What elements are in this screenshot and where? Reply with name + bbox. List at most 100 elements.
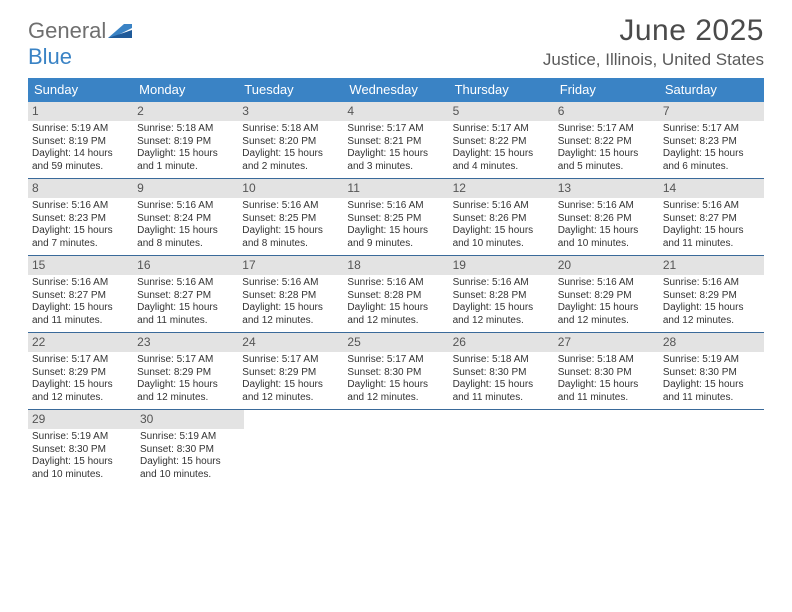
day-cell: 14Sunrise: 5:16 AMSunset: 8:27 PMDayligh… bbox=[659, 179, 764, 255]
day-daylight1: Daylight: 15 hours bbox=[135, 302, 236, 315]
day-cell: 15Sunrise: 5:16 AMSunset: 8:27 PMDayligh… bbox=[28, 256, 133, 332]
day-daylight1: Daylight: 15 hours bbox=[240, 379, 341, 392]
day-cell: 12Sunrise: 5:16 AMSunset: 8:26 PMDayligh… bbox=[449, 179, 554, 255]
day-sunset: Sunset: 8:24 PM bbox=[135, 213, 236, 226]
day-sunset: Sunset: 8:27 PM bbox=[30, 290, 131, 303]
day-cell: 27Sunrise: 5:18 AMSunset: 8:30 PMDayligh… bbox=[554, 333, 659, 409]
week-row: 8Sunrise: 5:16 AMSunset: 8:23 PMDaylight… bbox=[28, 179, 764, 256]
weekday-header: Friday bbox=[554, 78, 659, 102]
day-daylight2: and 11 minutes. bbox=[661, 238, 762, 251]
day-daylight1: Daylight: 15 hours bbox=[345, 225, 446, 238]
day-daylight1: Daylight: 15 hours bbox=[240, 225, 341, 238]
day-daylight1: Daylight: 15 hours bbox=[138, 456, 242, 469]
day-sunrise: Sunrise: 5:16 AM bbox=[135, 277, 236, 290]
day-number: 25 bbox=[343, 333, 448, 352]
day-daylight2: and 9 minutes. bbox=[345, 238, 446, 251]
day-number: 4 bbox=[343, 102, 448, 121]
day-daylight1: Daylight: 15 hours bbox=[451, 379, 552, 392]
day-daylight1: Daylight: 15 hours bbox=[451, 225, 552, 238]
day-sunrise: Sunrise: 5:16 AM bbox=[661, 200, 762, 213]
day-sunrise: Sunrise: 5:18 AM bbox=[451, 354, 552, 367]
day-daylight2: and 10 minutes. bbox=[30, 469, 134, 482]
day-number: 12 bbox=[449, 179, 554, 198]
calendar: SundayMondayTuesdayWednesdayThursdayFrid… bbox=[28, 78, 764, 486]
empty-cell bbox=[556, 410, 660, 486]
day-number: 10 bbox=[238, 179, 343, 198]
day-sunset: Sunset: 8:30 PM bbox=[661, 367, 762, 380]
day-sunset: Sunset: 8:22 PM bbox=[451, 136, 552, 149]
day-daylight1: Daylight: 15 hours bbox=[30, 302, 131, 315]
day-sunset: Sunset: 8:30 PM bbox=[556, 367, 657, 380]
day-cell: 29Sunrise: 5:19 AMSunset: 8:30 PMDayligh… bbox=[28, 410, 136, 486]
day-number: 13 bbox=[554, 179, 659, 198]
day-daylight1: Daylight: 15 hours bbox=[451, 148, 552, 161]
day-cell: 1Sunrise: 5:19 AMSunset: 8:19 PMDaylight… bbox=[28, 102, 133, 178]
day-daylight2: and 10 minutes. bbox=[451, 238, 552, 251]
day-cell: 23Sunrise: 5:17 AMSunset: 8:29 PMDayligh… bbox=[133, 333, 238, 409]
day-sunset: Sunset: 8:28 PM bbox=[240, 290, 341, 303]
day-daylight2: and 12 minutes. bbox=[661, 315, 762, 328]
day-daylight1: Daylight: 15 hours bbox=[30, 456, 134, 469]
day-daylight1: Daylight: 15 hours bbox=[345, 148, 446, 161]
day-daylight2: and 2 minutes. bbox=[240, 161, 341, 174]
day-number: 14 bbox=[659, 179, 764, 198]
day-daylight2: and 10 minutes. bbox=[138, 469, 242, 482]
day-number: 3 bbox=[238, 102, 343, 121]
day-sunset: Sunset: 8:29 PM bbox=[240, 367, 341, 380]
logo-text-general: General bbox=[28, 18, 106, 43]
day-cell: 2Sunrise: 5:18 AMSunset: 8:19 PMDaylight… bbox=[133, 102, 238, 178]
day-cell: 13Sunrise: 5:16 AMSunset: 8:26 PMDayligh… bbox=[554, 179, 659, 255]
day-sunrise: Sunrise: 5:16 AM bbox=[451, 200, 552, 213]
weekday-header: Wednesday bbox=[343, 78, 448, 102]
weekday-header-row: SundayMondayTuesdayWednesdayThursdayFrid… bbox=[28, 78, 764, 102]
day-cell: 11Sunrise: 5:16 AMSunset: 8:25 PMDayligh… bbox=[343, 179, 448, 255]
day-cell: 6Sunrise: 5:17 AMSunset: 8:22 PMDaylight… bbox=[554, 102, 659, 178]
empty-cell bbox=[244, 410, 348, 486]
title-block: June 2025 Justice, Illinois, United Stat… bbox=[543, 14, 764, 70]
day-daylight2: and 12 minutes. bbox=[30, 392, 131, 405]
day-daylight2: and 11 minutes. bbox=[661, 392, 762, 405]
day-daylight2: and 12 minutes. bbox=[240, 392, 341, 405]
logo-text: General Blue bbox=[28, 18, 132, 70]
day-number: 28 bbox=[659, 333, 764, 352]
day-cell: 25Sunrise: 5:17 AMSunset: 8:30 PMDayligh… bbox=[343, 333, 448, 409]
day-sunset: Sunset: 8:23 PM bbox=[30, 213, 131, 226]
day-sunrise: Sunrise: 5:16 AM bbox=[345, 277, 446, 290]
day-daylight2: and 6 minutes. bbox=[661, 161, 762, 174]
day-sunrise: Sunrise: 5:17 AM bbox=[661, 123, 762, 136]
day-daylight1: Daylight: 15 hours bbox=[30, 379, 131, 392]
month-title: June 2025 bbox=[543, 14, 764, 48]
day-number: 16 bbox=[133, 256, 238, 275]
day-sunrise: Sunrise: 5:17 AM bbox=[240, 354, 341, 367]
day-sunset: Sunset: 8:20 PM bbox=[240, 136, 341, 149]
day-number: 15 bbox=[28, 256, 133, 275]
day-number: 21 bbox=[659, 256, 764, 275]
day-daylight2: and 12 minutes. bbox=[240, 315, 341, 328]
day-number: 30 bbox=[136, 410, 244, 429]
day-daylight2: and 5 minutes. bbox=[556, 161, 657, 174]
day-number: 20 bbox=[554, 256, 659, 275]
day-sunrise: Sunrise: 5:16 AM bbox=[30, 200, 131, 213]
day-cell: 17Sunrise: 5:16 AMSunset: 8:28 PMDayligh… bbox=[238, 256, 343, 332]
day-sunrise: Sunrise: 5:17 AM bbox=[556, 123, 657, 136]
day-daylight2: and 11 minutes. bbox=[30, 315, 131, 328]
day-sunrise: Sunrise: 5:19 AM bbox=[661, 354, 762, 367]
location-text: Justice, Illinois, United States bbox=[543, 50, 764, 70]
day-sunset: Sunset: 8:30 PM bbox=[138, 444, 242, 457]
day-cell: 8Sunrise: 5:16 AMSunset: 8:23 PMDaylight… bbox=[28, 179, 133, 255]
day-sunrise: Sunrise: 5:16 AM bbox=[661, 277, 762, 290]
day-daylight1: Daylight: 15 hours bbox=[345, 302, 446, 315]
day-daylight2: and 12 minutes. bbox=[345, 315, 446, 328]
week-row: 1Sunrise: 5:19 AMSunset: 8:19 PMDaylight… bbox=[28, 102, 764, 179]
day-cell: 16Sunrise: 5:16 AMSunset: 8:27 PMDayligh… bbox=[133, 256, 238, 332]
day-daylight2: and 12 minutes. bbox=[556, 315, 657, 328]
day-daylight1: Daylight: 15 hours bbox=[661, 302, 762, 315]
header: General Blue June 2025 Justice, Illinois… bbox=[28, 14, 764, 70]
weekday-header: Saturday bbox=[659, 78, 764, 102]
day-sunrise: Sunrise: 5:17 AM bbox=[345, 354, 446, 367]
day-sunset: Sunset: 8:19 PM bbox=[30, 136, 131, 149]
day-cell: 19Sunrise: 5:16 AMSunset: 8:28 PMDayligh… bbox=[449, 256, 554, 332]
day-number: 18 bbox=[343, 256, 448, 275]
day-sunset: Sunset: 8:21 PM bbox=[345, 136, 446, 149]
day-daylight1: Daylight: 15 hours bbox=[451, 302, 552, 315]
